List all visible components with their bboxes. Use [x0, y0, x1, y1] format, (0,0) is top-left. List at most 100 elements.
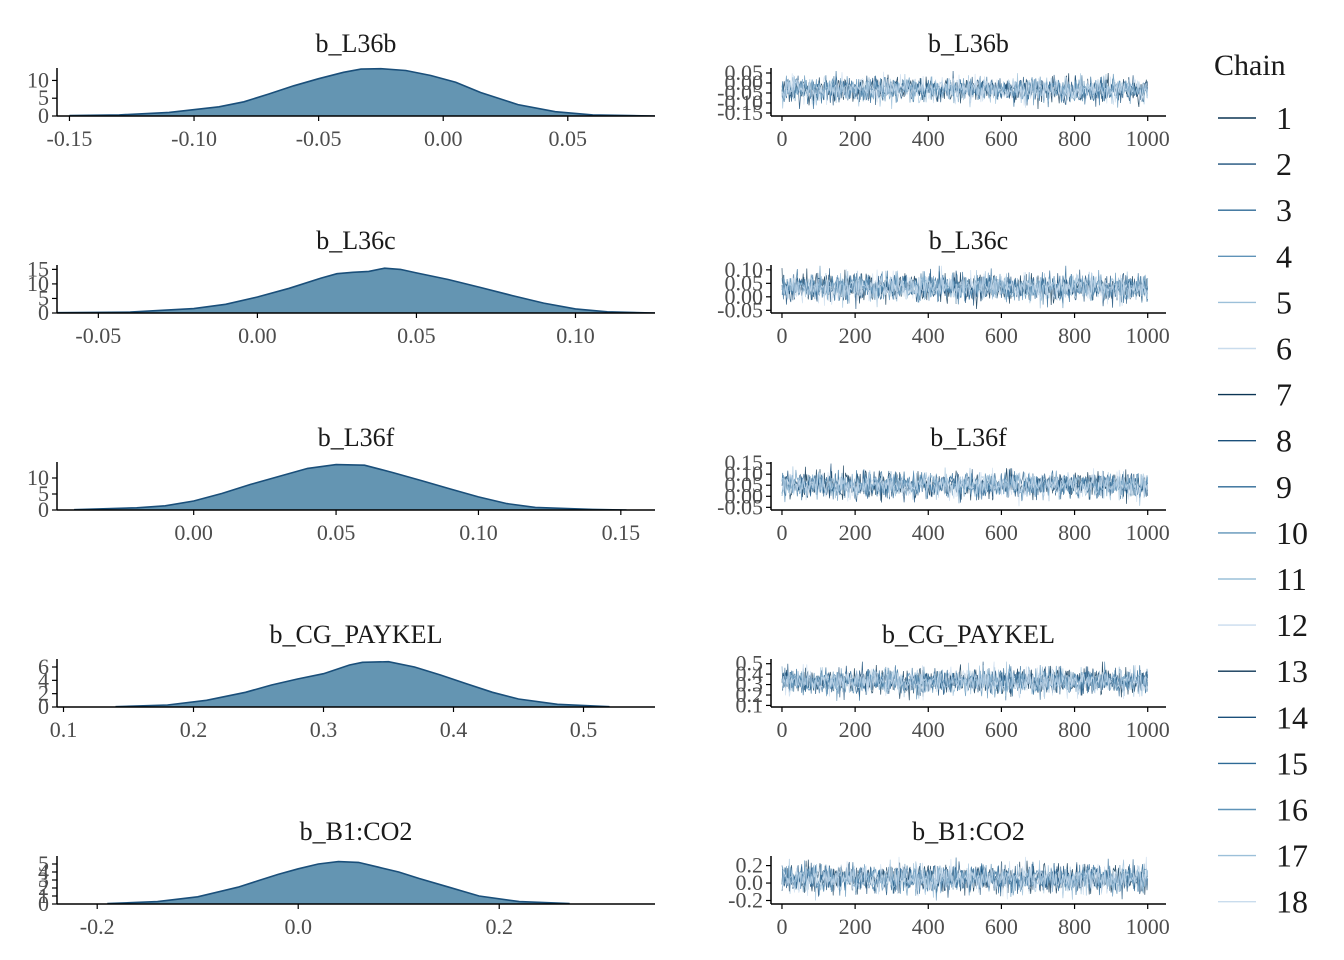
x-tick-label: 0	[776, 126, 787, 151]
legend-item-3: 3	[1218, 192, 1292, 228]
y-tick-label: -0.2	[728, 888, 763, 913]
x-tick-label: 0.10	[459, 520, 498, 545]
y-tick-label: 0.00	[725, 70, 764, 95]
x-tick-label: 800	[1058, 323, 1091, 348]
y-tick-label: 0	[38, 694, 49, 719]
legend-item-9: 9	[1218, 469, 1292, 505]
legend-label: 16	[1276, 792, 1308, 828]
density-area	[69, 68, 655, 116]
legend-item-11: 11	[1218, 561, 1307, 597]
legend-item-7: 7	[1218, 377, 1292, 413]
x-tick-label: 200	[839, 323, 872, 348]
density-line	[69, 67, 655, 116]
legend-label: 3	[1276, 192, 1292, 228]
density-line	[115, 660, 610, 707]
legend-item-4: 4	[1218, 238, 1292, 274]
legend-item-12: 12	[1218, 607, 1308, 643]
x-tick-label: 0.0	[284, 914, 312, 939]
panel-title: b_B1:CO2	[912, 817, 1025, 846]
legend-label: 8	[1276, 423, 1292, 459]
x-tick-label: 0.5	[570, 717, 598, 742]
panel-title: b_L36b	[928, 29, 1009, 58]
x-tick-label: 0.10	[556, 323, 595, 348]
density-line	[107, 860, 570, 904]
x-tick-label: 0.2	[180, 717, 208, 742]
y-tick-label: 0.1	[736, 692, 764, 717]
x-tick-label: 600	[985, 323, 1018, 348]
legend-label: 11	[1276, 561, 1307, 597]
y-tick-label: 0.00	[725, 483, 764, 508]
y-tick-label: 0	[38, 497, 49, 522]
x-tick-label: 400	[912, 520, 945, 545]
y-tick-label: 5	[38, 481, 49, 506]
x-tick-label: -0.15	[47, 126, 93, 151]
panels: b_L36b-0.15 -0.10 -0.05 0.00 0.050510b_L36b0…	[27, 29, 1170, 939]
x-tick-label: 0.00	[174, 520, 213, 545]
y-tick-label: 10	[27, 465, 49, 490]
legend-item-10: 10	[1218, 515, 1308, 551]
legend-label: 5	[1276, 284, 1292, 320]
panel-title: b_L36c	[316, 226, 395, 255]
legend-label: 12	[1276, 607, 1308, 643]
y-tick-label: 4	[38, 667, 49, 692]
x-tick-label: 0.00	[238, 323, 277, 348]
x-tick-label: -0.05	[296, 126, 342, 151]
legend-item-16: 16	[1218, 792, 1308, 828]
x-tick-label: 0.05	[397, 323, 436, 348]
legend-label: 10	[1276, 515, 1308, 551]
x-tick-label: 0	[776, 914, 787, 939]
legend-item-8: 8	[1218, 423, 1292, 459]
x-tick-label: 400	[912, 914, 945, 939]
trace-panel-2: b_L36c 0 200 400 600 800 1000 0.100.050.00-0.05	[717, 226, 1170, 348]
y-tick-label: -0.05	[717, 494, 763, 519]
x-tick-label: 0.1	[50, 717, 78, 742]
y-tick-label: -0.05	[717, 80, 763, 105]
y-tick-label: 2	[38, 875, 49, 900]
legend-item-17: 17	[1218, 838, 1308, 874]
y-tick-label: 0	[38, 103, 49, 128]
y-tick-label: 5	[38, 851, 49, 876]
y-tick-label: 0	[38, 300, 49, 325]
x-tick-label: 0	[776, 323, 787, 348]
y-tick-label: 3	[38, 867, 49, 892]
x-tick-label: 800	[1058, 126, 1091, 151]
x-tick-label: 400	[912, 323, 945, 348]
density-area	[57, 268, 655, 313]
y-tick-label: 10	[27, 67, 49, 92]
y-tick-label: 0.5	[736, 651, 764, 676]
chain-trace-6	[781, 661, 1149, 701]
panel-title: b_L36c	[929, 226, 1008, 255]
legend-item-13: 13	[1218, 653, 1308, 689]
x-tick-label: 800	[1058, 717, 1091, 742]
legend-label: 14	[1276, 699, 1308, 735]
x-tick-label: -0.2	[80, 914, 115, 939]
x-tick-label: 1000	[1126, 914, 1170, 939]
x-tick-label: 600	[985, 914, 1018, 939]
x-tick-label: 400	[912, 126, 945, 151]
x-tick-label: -0.05	[75, 323, 121, 348]
y-tick-label: 0.3	[736, 672, 764, 697]
x-tick-label: 0.2	[485, 914, 513, 939]
legend-label: 7	[1276, 377, 1292, 413]
legend-label: 15	[1276, 745, 1308, 781]
density-area	[74, 464, 627, 510]
density-line	[74, 463, 627, 510]
panel-title: b_L36f	[930, 423, 1007, 452]
chain-trace-6	[781, 71, 1149, 108]
x-tick-label: 1000	[1126, 323, 1170, 348]
x-tick-label: 200	[839, 914, 872, 939]
panel-title: b_CG_PAYKEL	[270, 620, 443, 649]
panel-title: b_L36b	[316, 29, 397, 58]
trace-panel-3: b_L36f 0 200 400 600 800 1000 0.150.100.050.00-…	[717, 423, 1170, 545]
y-tick-label: -0.10	[717, 90, 763, 115]
x-tick-label: 0.05	[549, 126, 588, 151]
y-tick-label: 0.10	[725, 257, 764, 282]
legend-label: 9	[1276, 469, 1292, 505]
